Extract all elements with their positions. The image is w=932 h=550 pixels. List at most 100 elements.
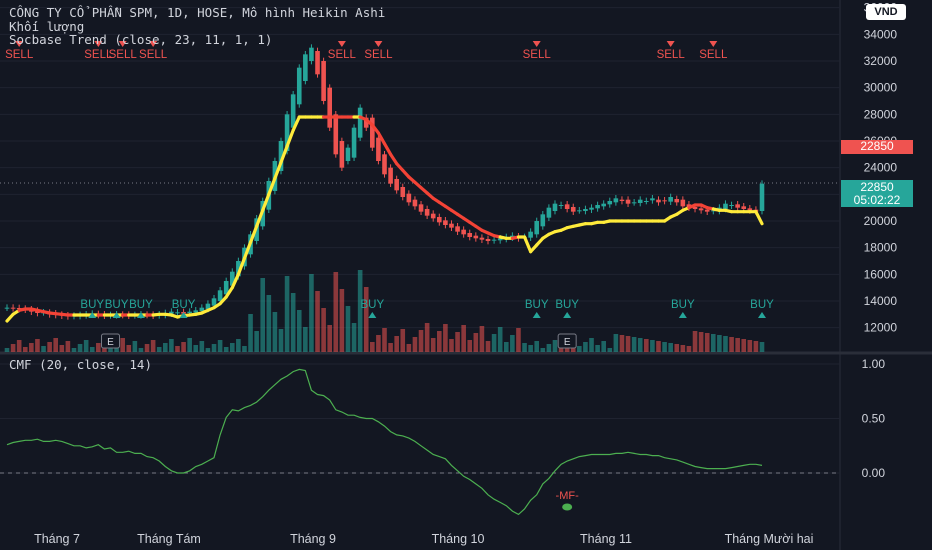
buy-arrow-icon — [112, 312, 121, 318]
earnings-marker-icon — [101, 333, 121, 349]
sell-signal-label: SELL — [657, 49, 686, 61]
candle-body — [193, 310, 199, 313]
volume-bar — [47, 342, 52, 352]
volume-bar — [150, 340, 156, 352]
candle-body — [217, 290, 223, 301]
volume-bar — [59, 345, 65, 352]
volume-bar — [528, 345, 533, 352]
candle-body — [388, 167, 393, 184]
candle-body — [10, 307, 16, 309]
sell-arrow-icon — [337, 41, 346, 47]
volume-bar — [406, 344, 412, 352]
buy-arrow-icon — [532, 312, 541, 318]
candle-body — [510, 235, 515, 238]
sell-arrow-icon — [709, 41, 718, 47]
price-tick-label: 18000 — [864, 241, 898, 255]
volume-bar — [290, 293, 296, 352]
volume-bar — [376, 335, 381, 352]
price-tick-label: 30000 — [864, 81, 898, 95]
candle-body — [339, 141, 345, 168]
volume-bar — [217, 340, 223, 352]
candle-body — [656, 199, 661, 203]
candle-body — [169, 311, 174, 314]
candle-body — [552, 203, 558, 211]
volume-bar — [473, 333, 479, 352]
trend-line-segment — [376, 131, 387, 146]
candle-body — [449, 223, 454, 228]
candle-body — [570, 207, 576, 212]
candle-body — [236, 261, 241, 277]
candle-body — [601, 203, 606, 207]
buy-arrow-icon — [88, 312, 97, 318]
currency-badge[interactable]: VND — [866, 4, 906, 20]
volume-bar — [357, 270, 363, 352]
volume-bar — [272, 312, 278, 352]
buy-signal-label: BUY — [360, 299, 384, 311]
volume-bar — [108, 346, 113, 352]
volume-bar — [65, 341, 71, 352]
trend-line-segment — [291, 115, 301, 132]
volume-bar — [156, 347, 162, 352]
candle-body — [205, 303, 211, 309]
volume-bar — [552, 340, 558, 352]
sell-arrow-icon — [666, 41, 675, 47]
volume-bar — [461, 325, 466, 352]
candle-body — [394, 179, 399, 191]
price-tick-label: 28000 — [864, 107, 898, 121]
volume-bar — [753, 341, 759, 352]
volume-bar — [120, 338, 125, 352]
candle-body — [589, 207, 594, 210]
volume-bar — [211, 344, 217, 352]
candle-body — [418, 204, 424, 212]
volume-bar — [16, 340, 22, 352]
volume-bar — [339, 289, 345, 352]
volume-bar — [193, 345, 199, 352]
volume-bar — [96, 343, 101, 352]
volume-bar — [497, 327, 503, 352]
volume-bar — [759, 342, 765, 352]
time-axis-label: Tháng 10 — [432, 532, 485, 546]
trend-line-segment — [285, 128, 295, 148]
candle-body — [412, 199, 418, 207]
candle-body — [443, 220, 448, 225]
cmf-tick-label: 0.50 — [862, 412, 886, 426]
candle-body — [382, 154, 387, 175]
candle-body — [370, 117, 375, 148]
candle-body — [704, 209, 710, 212]
volume-bar — [400, 329, 406, 352]
volume-bar — [138, 348, 144, 352]
volume-bar — [692, 331, 698, 352]
candle-body — [631, 202, 637, 204]
candle-body — [309, 47, 314, 61]
volume-bar — [516, 328, 521, 352]
volume-bar — [503, 342, 509, 352]
candle-body — [741, 206, 747, 209]
volume-bar — [485, 341, 491, 352]
time-axis-label: Tháng 11 — [580, 532, 632, 546]
volume-bar — [345, 306, 351, 352]
earnings-marker-label: E — [107, 337, 114, 348]
candle-body — [644, 201, 649, 202]
volume-bar — [723, 336, 728, 352]
buy-signal-label: BUY — [671, 299, 695, 311]
volume-bar — [558, 347, 564, 352]
volume-bar — [370, 342, 375, 352]
volume-bar — [132, 341, 138, 352]
volume-bar — [710, 334, 716, 352]
candle-body — [175, 312, 180, 314]
volume-bar — [449, 339, 454, 352]
volume-bar — [668, 343, 673, 352]
volume-bar — [296, 310, 302, 352]
volume-bar — [741, 339, 747, 352]
candle-body — [528, 231, 533, 238]
candle-body — [680, 199, 686, 207]
candle-body — [650, 198, 655, 201]
sell-signal-label: SELL — [139, 49, 168, 61]
candle-body — [619, 199, 625, 201]
sell-signal-label: SELL — [109, 49, 138, 61]
volume-bar — [35, 339, 40, 352]
volume-bar — [412, 337, 418, 352]
candle-body — [455, 226, 460, 232]
volume-bar — [77, 344, 83, 352]
